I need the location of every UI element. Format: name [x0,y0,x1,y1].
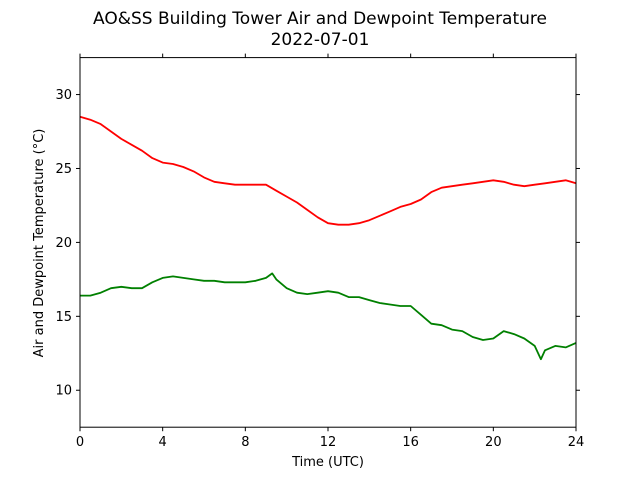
dewpoint-temperature-line [80,272,577,361]
y-tick-label: 10 [55,384,72,399]
chart-title: AO&SS Building Tower Air and Dewpoint Te… [93,9,547,29]
axis-ticks: 0 4 8 12 16 20 24 10 15 20 25 30 [55,53,585,450]
plot-lines [79,115,577,361]
x-tick-label: 20 [485,435,502,450]
plot-frame [79,57,577,428]
x-axis-label: Time (UTC) [291,455,364,470]
x-tick-label: 0 [76,435,84,450]
x-tick-label: 12 [320,435,337,450]
x-tick-label: 24 [568,435,585,450]
y-tick-label: 20 [55,236,72,251]
x-tick-label: 4 [159,435,167,450]
y-axis-label: Air and Dewpoint Temperature (°C) [32,129,47,358]
y-tick-label: 25 [55,162,72,177]
x-tick-label: 8 [241,435,249,450]
y-tick-label: 15 [55,310,72,325]
chart-subtitle: 2022-07-01 [271,30,370,50]
x-tick-label: 16 [402,435,419,450]
y-tick-label: 30 [55,88,72,103]
air-temperature-line [79,115,577,226]
